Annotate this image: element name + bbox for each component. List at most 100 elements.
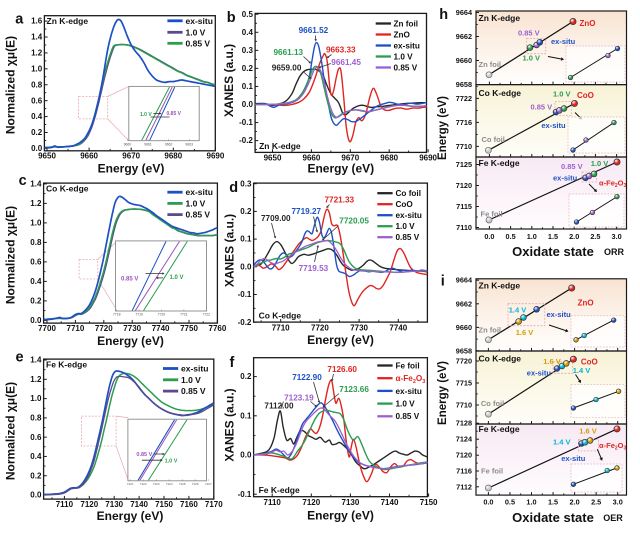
svg-text:9662: 9662 (456, 32, 472, 41)
svg-text:7160: 7160 (180, 500, 198, 509)
svg-text:1.4 V: 1.4 V (553, 438, 571, 447)
svg-text:7700: 7700 (38, 324, 56, 333)
svg-text:Fe foil: Fe foil (481, 210, 503, 219)
svg-text:1.0: 1.0 (30, 394, 42, 403)
svg-text:7730: 7730 (123, 324, 141, 333)
svg-text:7130: 7130 (105, 500, 123, 509)
svg-text:7719.53: 7719.53 (299, 264, 329, 273)
svg-text:Zn foil: Zn foil (479, 325, 502, 334)
svg-text:7710: 7710 (272, 324, 290, 333)
svg-text:0.8: 0.8 (30, 413, 42, 422)
svg-text:0.0: 0.0 (484, 232, 494, 241)
svg-text:9661.52: 9661.52 (299, 26, 329, 35)
svg-text:7123.19: 7123.19 (284, 393, 314, 402)
svg-text:9661.45: 9661.45 (331, 58, 361, 67)
svg-text:Fe K-edge: Fe K-edge (46, 359, 87, 369)
svg-text:1.4: 1.4 (30, 180, 42, 189)
svg-text:0.2: 0.2 (242, 64, 254, 73)
svg-text:7150: 7150 (155, 500, 173, 509)
svg-text:7760: 7760 (209, 324, 227, 333)
svg-text:1.0: 1.0 (526, 498, 536, 507)
svg-text:1.0 V: 1.0 V (170, 275, 184, 281)
svg-text:1.0 V: 1.0 V (396, 400, 416, 409)
svg-text:7740: 7740 (389, 324, 407, 333)
svg-text:ex-situ: ex-situ (181, 364, 208, 374)
svg-text:Co K-edge: Co K-edge (259, 310, 302, 320)
svg-text:-0.1: -0.1 (238, 290, 252, 299)
svg-text:Co K-edge: Co K-edge (479, 88, 522, 98)
svg-text:7719.27: 7719.27 (292, 207, 322, 216)
svg-text:7720: 7720 (311, 324, 329, 333)
svg-text:9650: 9650 (264, 154, 282, 163)
svg-text:CoO: CoO (396, 200, 414, 209)
svg-text:Energy (eV): Energy (eV) (307, 509, 374, 523)
svg-text:0.4: 0.4 (31, 112, 43, 121)
svg-text:7710: 7710 (456, 401, 472, 410)
svg-text:3.0: 3.0 (613, 498, 623, 507)
svg-text:0.4: 0.4 (30, 277, 42, 286)
svg-text:ZnO: ZnO (580, 19, 596, 28)
svg-text:1.0 V: 1.0 V (186, 27, 206, 37)
svg-text:7110: 7110 (264, 498, 282, 507)
svg-text:0.85 V: 0.85 V (186, 38, 211, 48)
svg-text:1.4 V: 1.4 V (573, 366, 591, 375)
svg-text:2.5: 2.5 (591, 498, 601, 507)
svg-text:α-Fe2O3: α-Fe2O3 (599, 441, 627, 452)
svg-text:Normalized χμ(E): Normalized χμ(E) (4, 382, 18, 480)
svg-text:Energy (eV): Energy (eV) (307, 333, 374, 347)
svg-text:0.85 V: 0.85 V (181, 386, 206, 396)
svg-text:Energy (eV): Energy (eV) (98, 162, 165, 176)
svg-text:7170: 7170 (205, 500, 223, 509)
svg-text:Energy (eV): Energy (eV) (307, 162, 374, 176)
svg-text:α-Fe2O3: α-Fe2O3 (396, 374, 426, 385)
svg-text:1.2: 1.2 (31, 49, 43, 58)
svg-text:1.0 V: 1.0 V (181, 375, 201, 385)
svg-text:0.85 V: 0.85 V (394, 63, 418, 72)
svg-text:9664: 9664 (456, 276, 473, 285)
svg-text:0.4: 0.4 (242, 28, 254, 37)
svg-text:7721: 7721 (180, 313, 188, 317)
svg-text:9663: 9663 (185, 142, 193, 146)
svg-text:ex-situ: ex-situ (527, 369, 552, 378)
svg-text:9660: 9660 (303, 154, 321, 163)
svg-text:7140: 7140 (381, 498, 399, 507)
svg-text:7126.60: 7126.60 (327, 365, 357, 374)
svg-text:1.0: 1.0 (31, 64, 43, 73)
svg-text:9650: 9650 (38, 152, 56, 161)
svg-text:CoO: CoO (577, 91, 594, 100)
svg-text:h: h (439, 7, 448, 23)
svg-text:XANES (a.u.): XANES (a.u.) (222, 44, 236, 117)
svg-text:0.85 V: 0.85 V (531, 103, 553, 112)
svg-text:0.1: 0.1 (240, 411, 252, 420)
svg-text:9662: 9662 (165, 142, 173, 146)
svg-text:Energy (eV): Energy (eV) (97, 509, 164, 523)
svg-text:7116: 7116 (456, 467, 472, 476)
svg-text:Energy (eV): Energy (eV) (437, 96, 449, 160)
svg-text:Zn foil: Zn foil (479, 60, 502, 69)
svg-text:0.0: 0.0 (240, 451, 252, 460)
svg-text:CoO: CoO (581, 358, 598, 367)
svg-text:Co K-edge: Co K-edge (479, 353, 522, 363)
svg-text:Co K-edge: Co K-edge (46, 183, 89, 193)
svg-text:0.6: 0.6 (30, 433, 42, 442)
svg-text:0.85 V: 0.85 V (136, 452, 152, 458)
svg-text:c: c (19, 173, 27, 189)
svg-text:7720: 7720 (95, 324, 113, 333)
svg-text:0.6: 0.6 (31, 96, 43, 105)
svg-text:9661: 9661 (144, 142, 152, 146)
svg-text:a: a (15, 11, 24, 27)
svg-text:XANES (a.u.): XANES (a.u.) (223, 388, 237, 461)
svg-text:0.0: 0.0 (242, 100, 254, 109)
svg-text:0.85 V: 0.85 V (121, 276, 138, 282)
svg-text:Zn K-edge: Zn K-edge (259, 141, 301, 151)
svg-text:7150: 7150 (420, 498, 438, 507)
svg-text:7715: 7715 (456, 379, 472, 388)
svg-text:0.0: 0.0 (483, 498, 493, 507)
svg-text:0.3: 0.3 (240, 179, 252, 188)
svg-text:9662: 9662 (456, 299, 472, 308)
svg-text:e: e (16, 349, 24, 365)
svg-text:ex-situ: ex-situ (551, 37, 576, 46)
svg-text:2.5: 2.5 (590, 232, 600, 241)
svg-text:7120: 7120 (456, 181, 472, 190)
svg-text:Oxidate state: Oxidate state (512, 244, 594, 259)
